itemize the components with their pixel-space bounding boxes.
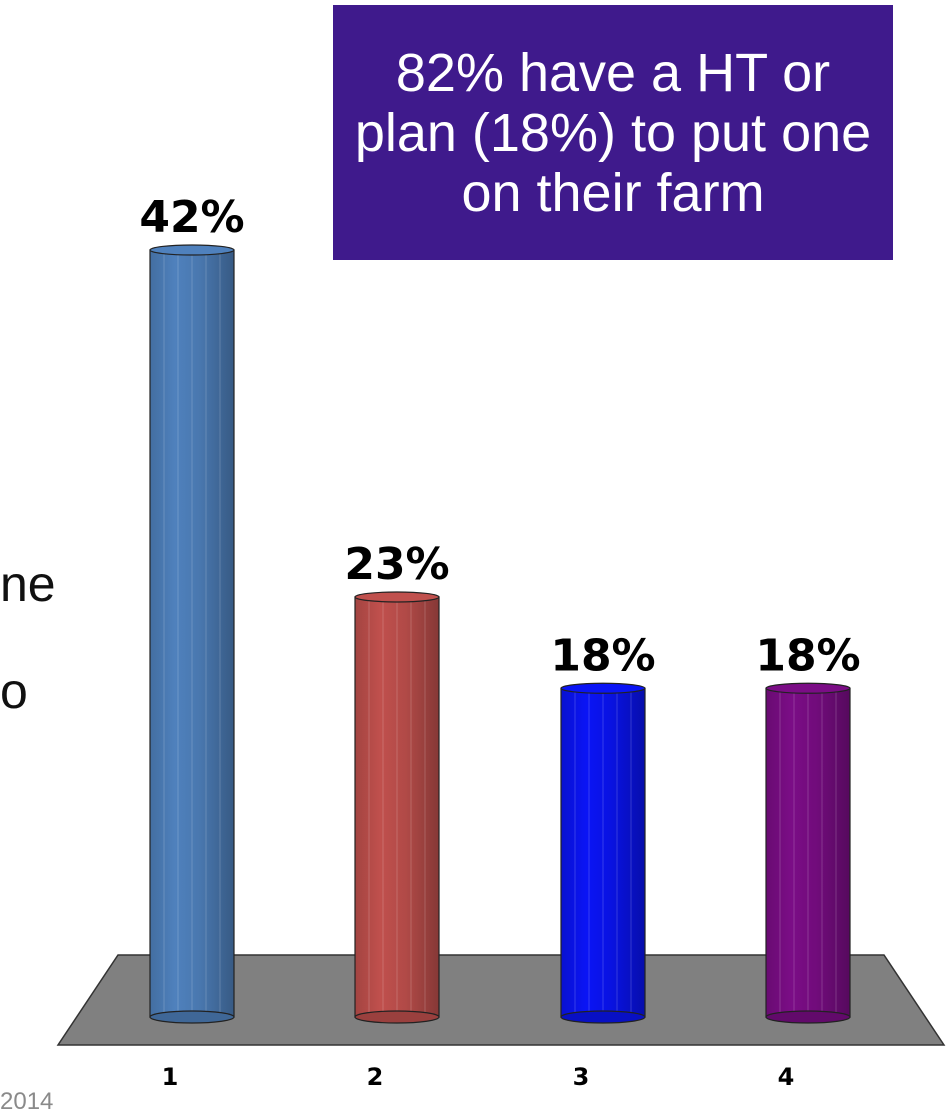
data-label-4: 18% <box>755 630 860 681</box>
bar-1 <box>149 244 235 1024</box>
bar-bottom-2 <box>354 1010 440 1024</box>
callout-box: 82% have a HT or plan (18%) to put one o… <box>333 5 893 260</box>
bar-body-3 <box>560 687 646 1018</box>
x-tick-label-4: 4 <box>778 1063 795 1091</box>
bar-3 <box>560 682 646 1024</box>
bar-bottom-4 <box>765 1010 851 1024</box>
bar-body-2 <box>354 596 440 1018</box>
bar-4 <box>765 682 851 1024</box>
side-text-line-2: o <box>0 663 28 719</box>
bar-top-3 <box>560 682 646 694</box>
data-label-1: 42% <box>139 192 244 243</box>
bar-top-4 <box>765 682 851 694</box>
data-label-2: 23% <box>344 539 449 590</box>
bar-2 <box>354 591 440 1024</box>
x-tick-label-1: 1 <box>162 1063 179 1091</box>
x-tick-label-3: 3 <box>573 1063 590 1091</box>
x-tick-label-2: 2 <box>367 1063 384 1091</box>
callout-text: 82% have a HT or plan (18%) to put one o… <box>354 42 872 223</box>
bar-body-4 <box>765 687 851 1018</box>
data-label-3: 18% <box>550 630 655 681</box>
bar-bottom-3 <box>560 1010 646 1024</box>
bar-top-2 <box>354 591 440 603</box>
footer-year: 2014 <box>0 1088 54 1115</box>
bar-top-1 <box>149 244 235 256</box>
bar-body-1 <box>149 249 235 1018</box>
bar-bottom-1 <box>149 1010 235 1024</box>
side-text-line-1: ne <box>0 556 56 612</box>
